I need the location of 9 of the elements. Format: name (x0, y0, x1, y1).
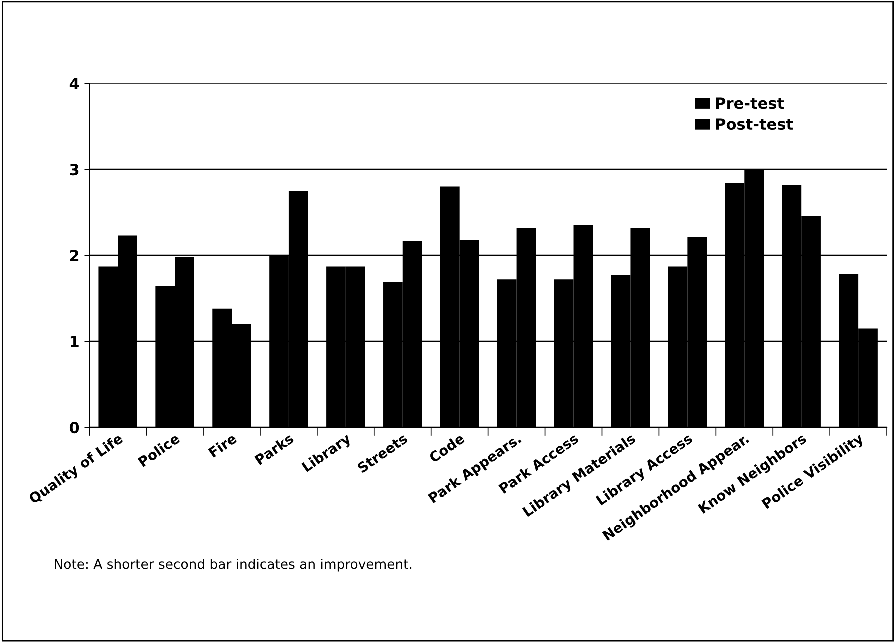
y-tick-label: 3 (70, 164, 79, 176)
y-tick-label: 4 (70, 78, 80, 90)
legend-label: Post-test (716, 118, 794, 130)
y-tick-label: 2 (70, 250, 79, 262)
legend-label: Pre-test (716, 98, 784, 110)
text: Note: A shorter second bar indicates an improvement. (55, 559, 412, 572)
y-tick-label: 0 (70, 422, 80, 434)
y-tick-label: 1 (70, 336, 79, 348)
x-tick-label: Fire (208, 432, 238, 458)
